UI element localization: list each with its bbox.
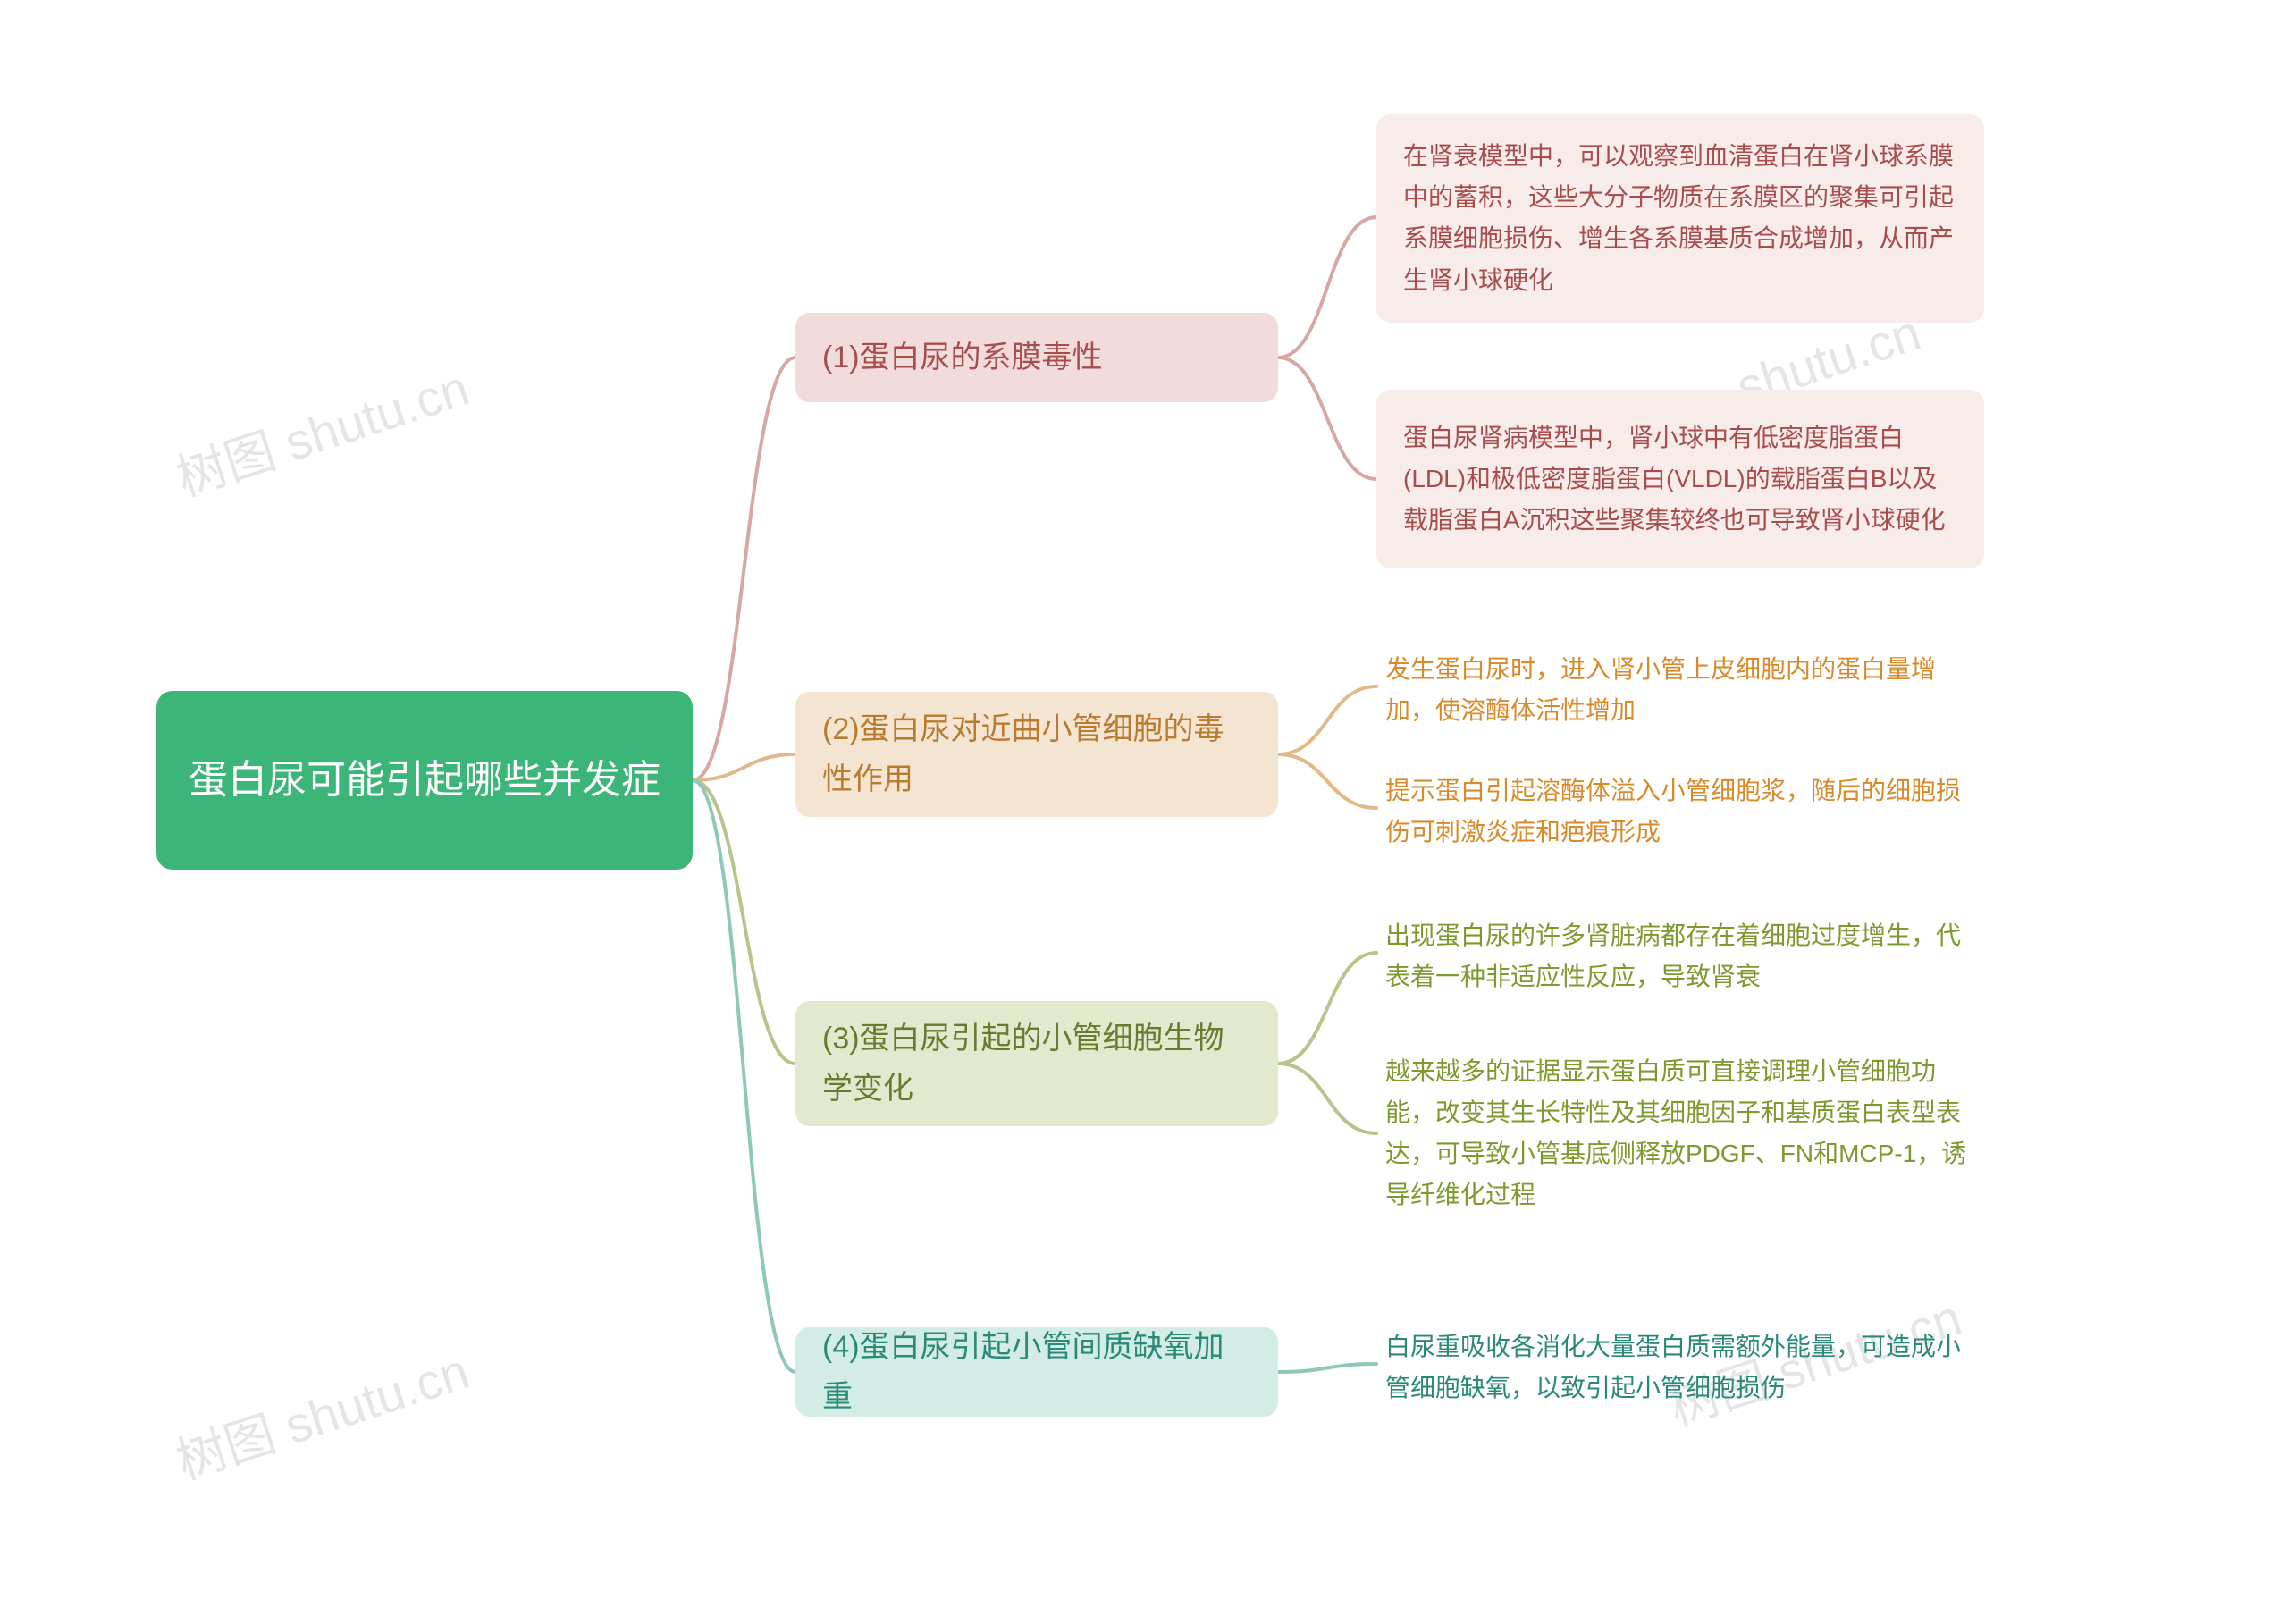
branch-node-b2[interactable]: (2)蛋白尿对近曲小管细胞的毒性作用 bbox=[795, 692, 1278, 817]
leaf-node-b3-0: 出现蛋白尿的许多肾脏病都存在着细胞过度增生，代表着一种非适应性反应，导致肾衰 bbox=[1376, 910, 1984, 1003]
branch-node-b3[interactable]: (3)蛋白尿引起的小管细胞生物学变化 bbox=[795, 1001, 1278, 1126]
leaf-node-b2-0: 发生蛋白尿时，进入肾小管上皮细胞内的蛋白量增加，使溶酶体活性增加 bbox=[1376, 644, 1984, 736]
leaf-node-b2-1: 提示蛋白引起溶酶体溢入小管细胞浆，随后的细胞损伤可刺激炎症和疤痕形成 bbox=[1376, 765, 1984, 858]
leaf-node-b1-0: 在肾衰模型中，可以观察到血清蛋白在肾小球系膜中的蓄积，这些大分子物质在系膜区的聚… bbox=[1376, 114, 1984, 323]
leaf-node-b4-0: 白尿重吸收各消化大量蛋白质需额外能量，可造成小管细胞缺氧，以致引起小管细胞损伤 bbox=[1376, 1321, 1984, 1414]
leaf-node-b1-1: 蛋白尿肾病模型中，肾小球中有低密度脂蛋白(LDL)和极低密度脂蛋白(VLDL)的… bbox=[1376, 390, 1984, 568]
watermark: 树图 shutu.cn bbox=[166, 1332, 477, 1494]
watermark: 树图 shutu.cn bbox=[166, 349, 477, 511]
branch-node-b1[interactable]: (1)蛋白尿的系膜毒性 bbox=[795, 313, 1278, 402]
branch-node-b4[interactable]: (4)蛋白尿引起小管间质缺氧加重 bbox=[795, 1327, 1278, 1417]
root-node[interactable]: 蛋白尿可能引起哪些并发症 bbox=[156, 691, 693, 870]
leaf-node-b3-1: 越来越多的证据显示蛋白质可直接调理小管细胞功能，改变其生长特性及其细胞因子和基质… bbox=[1376, 1044, 1984, 1223]
